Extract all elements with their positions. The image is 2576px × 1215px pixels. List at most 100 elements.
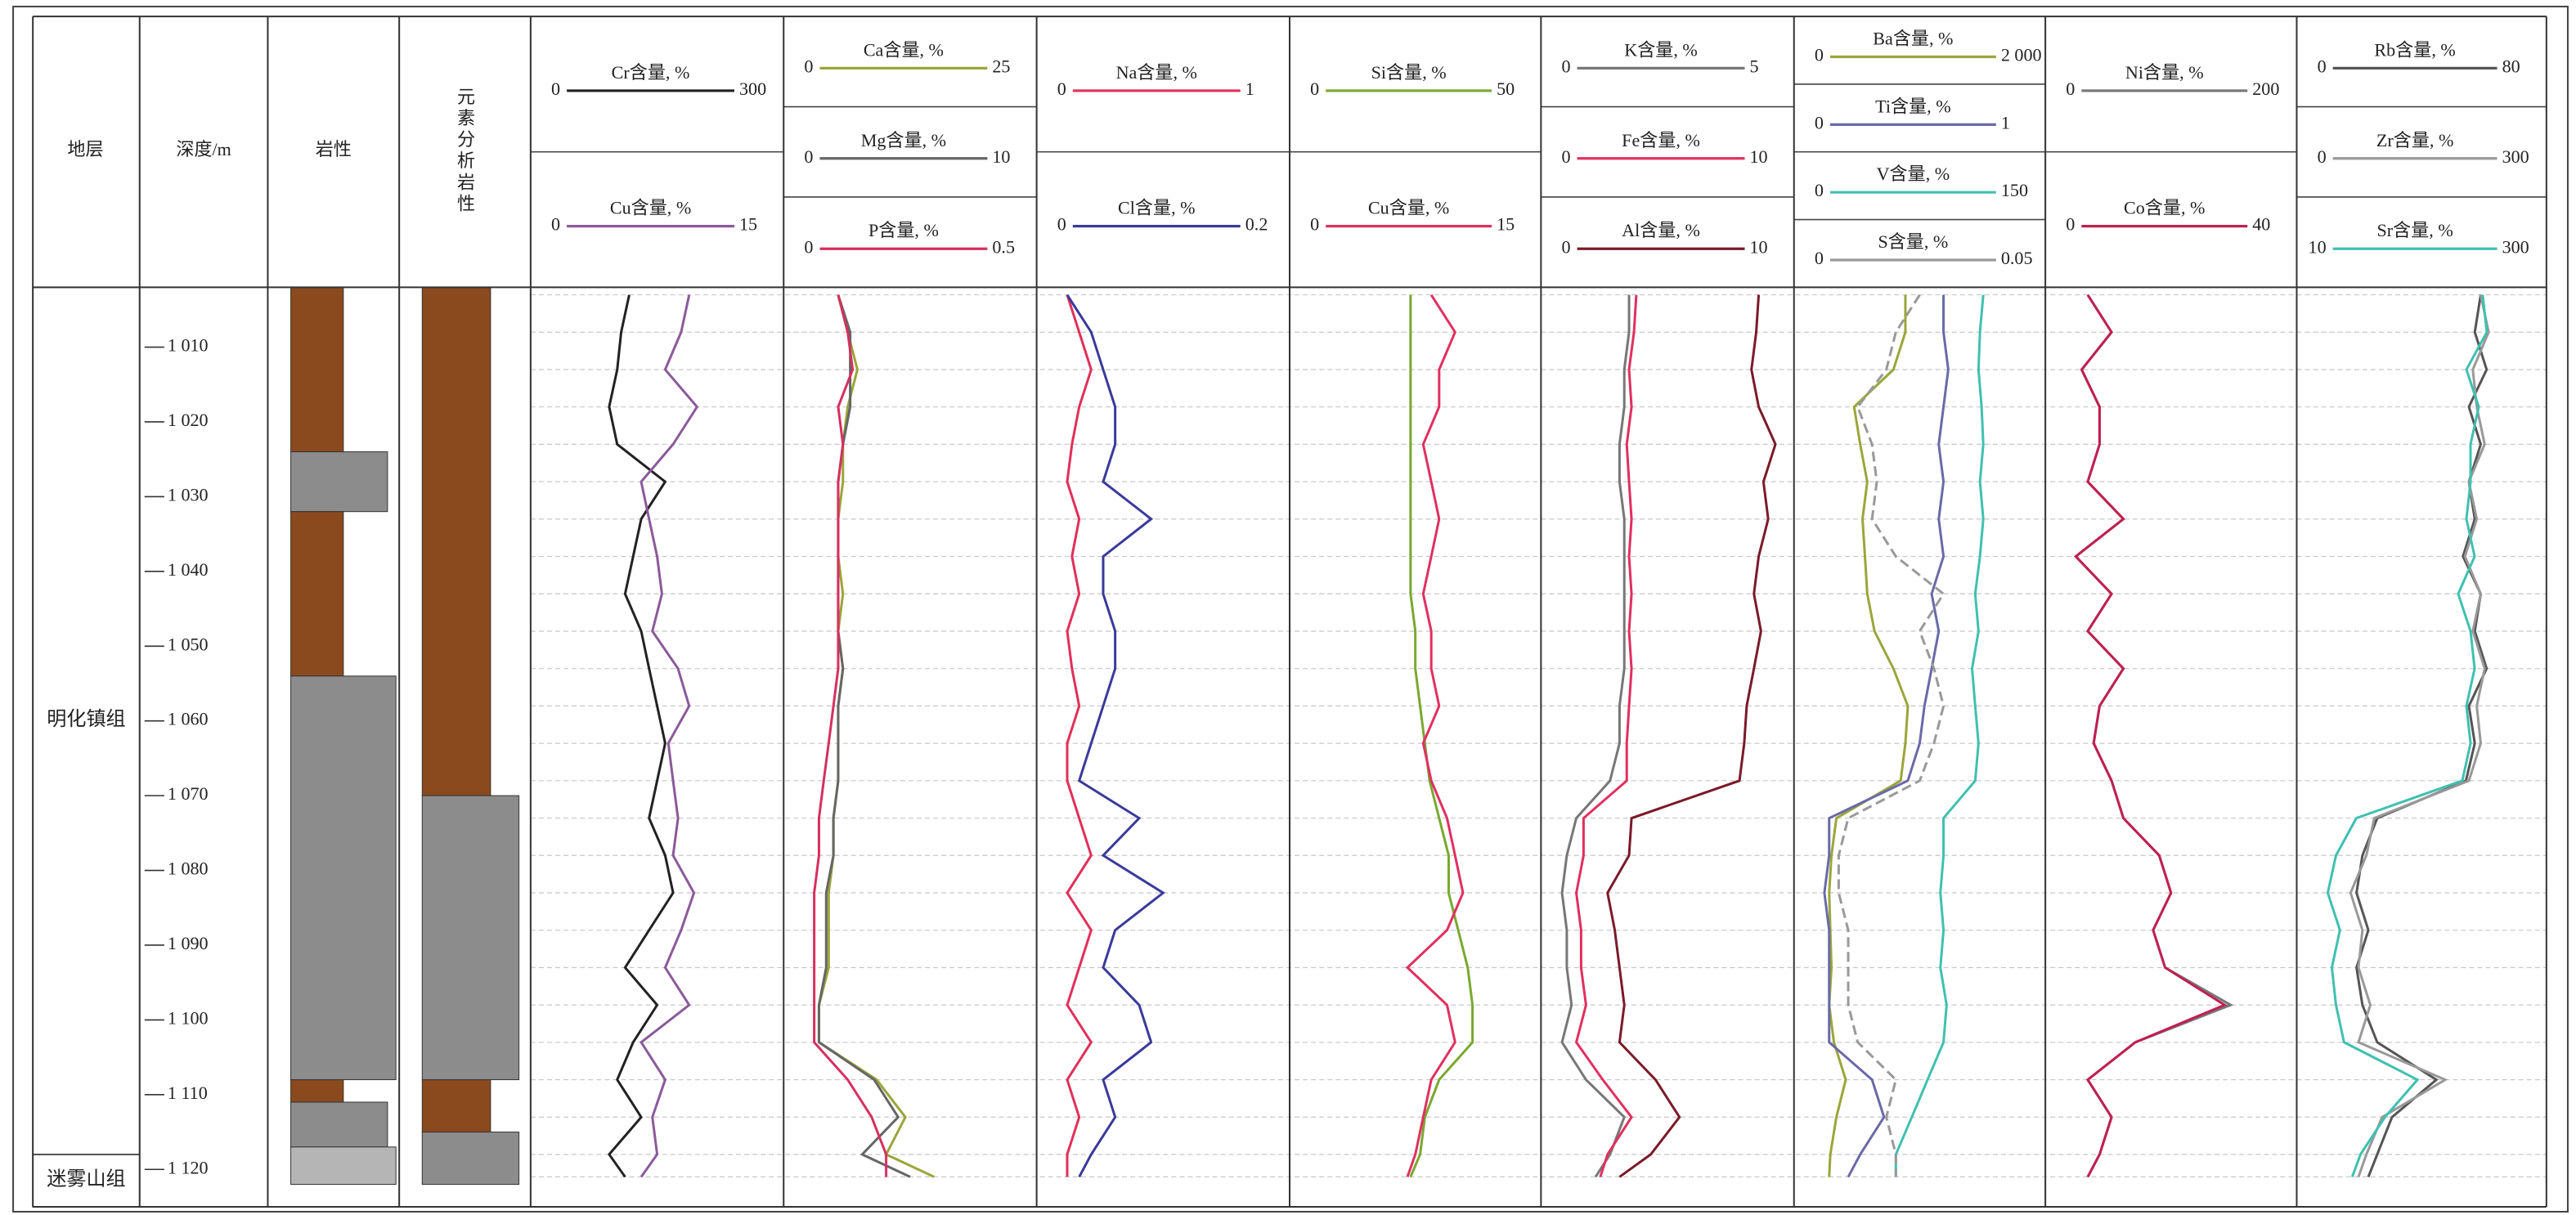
- scale-max: 40: [2252, 214, 2270, 235]
- scale-min: 0: [1815, 180, 1824, 200]
- scale-max: 10: [1750, 146, 1768, 167]
- lithology-bed: [290, 1101, 388, 1148]
- stratum-label: 明化镇组: [47, 708, 125, 730]
- depth-tick-label: 1 050: [168, 634, 209, 654]
- depth-tick-label: 1 090: [168, 933, 209, 953]
- curve-name: Ca含量, %: [864, 39, 944, 60]
- scale-max: 10: [1750, 236, 1768, 257]
- curve-name: Al含量, %: [1622, 220, 1700, 240]
- scale-min: 0: [1561, 56, 1570, 76]
- curve-name: Si含量, %: [1371, 62, 1447, 83]
- depth-header: 深度/m: [176, 139, 231, 159]
- depth-tick-label: 1 110: [168, 1083, 208, 1103]
- curve: [640, 294, 699, 1178]
- lithology-bed: [421, 795, 520, 1081]
- scale-max: 1: [2001, 112, 2010, 132]
- lithology-header: 岩性: [316, 139, 352, 159]
- curve-name: K含量, %: [1624, 39, 1698, 60]
- curve: [2355, 294, 2488, 1177]
- lithology-bed: [290, 1079, 344, 1103]
- scale-min: 0: [551, 214, 560, 235]
- depth-tick-label: 1 070: [168, 783, 209, 804]
- scale-max: 0.5: [992, 236, 1015, 257]
- curve: [1409, 294, 1474, 1177]
- scale-min: 0: [551, 78, 560, 99]
- curve-name: Co含量, %: [2124, 198, 2205, 218]
- curve-name: Ni含量, %: [2125, 62, 2204, 83]
- scale-max: 300: [739, 78, 766, 99]
- scale-max: 1: [1245, 78, 1254, 99]
- depth-tick-label: 1 060: [168, 709, 209, 729]
- curve: [1894, 294, 1985, 1177]
- depth-tick-label: 1 020: [168, 410, 209, 430]
- scale-max: 80: [2502, 56, 2520, 76]
- lithology-bed: [421, 286, 491, 796]
- scale-max: 25: [992, 56, 1010, 76]
- scale-max: 15: [1497, 214, 1515, 235]
- curve: [817, 294, 935, 1178]
- curve: [1405, 294, 1465, 1177]
- lithology-bed: [421, 1079, 491, 1133]
- curve-name: Fe含量, %: [1622, 130, 1700, 150]
- scale-min: 0: [1057, 78, 1066, 99]
- scale-min: 0: [1310, 214, 1319, 235]
- depth-tick-label: 1 010: [168, 335, 209, 356]
- depth-tick-label: 1 030: [168, 484, 209, 504]
- curve-name: Cl含量, %: [1118, 198, 1195, 218]
- curve-name: V含量, %: [1877, 164, 1950, 184]
- scale-min: 0: [1057, 214, 1066, 235]
- curve: [1574, 294, 1638, 1177]
- curve: [817, 294, 911, 1178]
- curve-name: Zr含量, %: [2376, 130, 2453, 150]
- lithology-bed: [290, 675, 397, 1081]
- scale-max: 5: [1750, 56, 1759, 76]
- depth-tick-label: 1 040: [168, 559, 209, 580]
- curve: [1066, 294, 1093, 1177]
- curve: [2349, 294, 2490, 1177]
- curve: [1066, 294, 1165, 1178]
- curve: [608, 294, 675, 1178]
- curve-name: S含量, %: [1878, 231, 1948, 252]
- scale-min: 10: [2309, 236, 2327, 257]
- curve: [813, 294, 888, 1177]
- scale-min: 0: [1815, 112, 1824, 132]
- curve-name: Mg含量, %: [861, 130, 946, 150]
- curve-name: Rb含量, %: [2374, 39, 2455, 60]
- scale-max: 10: [992, 146, 1010, 167]
- lithology-bed: [290, 1146, 397, 1186]
- scale-min: 0: [804, 146, 813, 167]
- scale-max: 0.05: [2001, 248, 2033, 268]
- curve-name: Cr含量, %: [612, 62, 690, 83]
- scale-max: 15: [739, 214, 757, 235]
- scale-min: 0: [804, 56, 813, 76]
- stratum-header: 地层: [67, 139, 103, 159]
- curve-name: Ba含量, %: [1873, 29, 1953, 49]
- curve-name: Cu含量, %: [610, 198, 691, 218]
- curve: [2326, 294, 2488, 1177]
- lithology-bed: [290, 451, 388, 513]
- scale-min: 0: [2066, 78, 2075, 99]
- curve-name: Sr含量, %: [2377, 220, 2453, 240]
- depth-tick-label: 1 100: [168, 1007, 209, 1028]
- curve: [1823, 294, 1950, 1178]
- scale-min: 0: [1561, 146, 1570, 167]
- depth-tick-label: 1 080: [168, 859, 209, 879]
- scale-min: 0: [1815, 248, 1824, 268]
- scale-max: 200: [2252, 78, 2279, 99]
- depth-tick-label: 1 120: [168, 1157, 209, 1177]
- scale-max: 0.2: [1245, 214, 1268, 235]
- curve-name: Ti含量, %: [1875, 96, 1950, 116]
- lithology-bed: [290, 286, 344, 453]
- scale-min: 0: [804, 236, 813, 257]
- scale-max: 2 000: [2001, 45, 2042, 65]
- curve-name: Na含量, %: [1116, 62, 1197, 83]
- curve: [1606, 294, 1777, 1178]
- scale-min: 0: [1310, 78, 1319, 99]
- lithology-bed: [290, 511, 344, 677]
- scale-min: 0: [2066, 214, 2075, 235]
- curve-name: P含量, %: [868, 220, 939, 240]
- curve: [1837, 294, 1945, 1177]
- element-lithology-header: 元素分析岩性: [455, 87, 475, 215]
- frame: [12, 6, 2569, 1213]
